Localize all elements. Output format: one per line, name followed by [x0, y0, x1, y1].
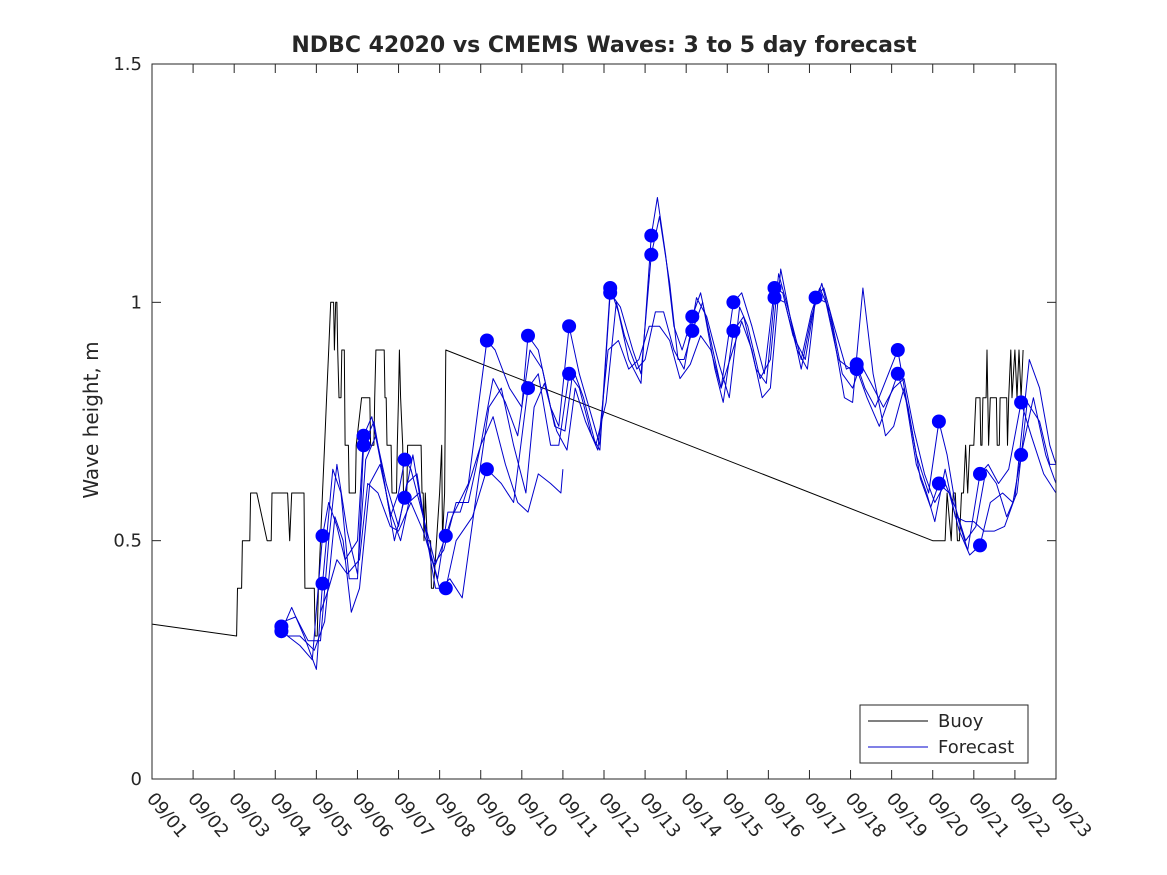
forecast-marker-35 — [973, 538, 987, 553]
forecast-marker-10 — [438, 581, 453, 596]
forecast-marker-9 — [438, 528, 453, 543]
forecast-marker-26 — [767, 290, 782, 305]
forecast-marker-4 — [315, 576, 330, 591]
forecast-marker-27 — [808, 290, 823, 305]
forecast-marker-12 — [479, 462, 494, 477]
forecast-marker-11 — [479, 333, 494, 348]
forecast-marker-19 — [644, 228, 659, 243]
forecast-marker-24 — [726, 323, 741, 338]
forecast-series-line-5 — [320, 416, 564, 613]
forecast-series-line-4 — [287, 268, 1057, 651]
forecast-marker-32 — [931, 414, 946, 429]
legend-box — [859, 704, 1029, 764]
buoy-series-line — [151, 301, 1024, 637]
series-layer — [151, 197, 1057, 670]
forecast-marker-29 — [849, 362, 864, 377]
forecast-marker-21 — [685, 309, 700, 324]
legend-buoy-label: Buoy — [938, 711, 984, 732]
y-axis-label: Wave height, m — [79, 341, 103, 498]
forecast-marker-15 — [562, 319, 577, 334]
forecast-marker-14 — [521, 381, 535, 396]
y-tick-label: 0.5 — [113, 531, 142, 552]
forecast-marker-23 — [726, 295, 741, 310]
forecast-marker-8 — [397, 490, 412, 505]
forecast-marker-30 — [890, 343, 905, 357]
y-tick-label: 1 — [131, 292, 142, 313]
y-tick-label: 1.5 — [113, 54, 142, 75]
forecast-series-line-2 — [280, 216, 1057, 670]
marker-layer — [274, 228, 1029, 639]
forecast-marker-16 — [562, 366, 577, 381]
forecast-marker-6 — [356, 438, 371, 453]
forecast-marker-36 — [1014, 395, 1029, 410]
forecast-series-line-3 — [283, 273, 1056, 642]
forecast-marker-18 — [603, 285, 618, 300]
forecast-marker-3 — [315, 528, 330, 543]
forecast-marker-37 — [1014, 447, 1029, 462]
forecast-marker-2 — [274, 624, 289, 639]
y-tick-label: 0 — [131, 769, 142, 790]
forecast-marker-33 — [931, 476, 946, 491]
forecast-marker-20 — [644, 247, 659, 262]
forecast-marker-7 — [397, 452, 412, 467]
forecast-marker-13 — [521, 328, 535, 343]
forecast-marker-34 — [973, 466, 987, 481]
forecast-marker-22 — [685, 323, 700, 338]
forecast-marker-31 — [890, 366, 905, 381]
legend-forecast-label: Forecast — [938, 737, 1014, 758]
legend: Buoy Forecast — [859, 704, 1029, 764]
chart-title: NDBC 42020 vs CMEMS Waves: 3 to 5 day fo… — [291, 33, 917, 58]
forecast-series-line-1 — [280, 197, 1057, 661]
